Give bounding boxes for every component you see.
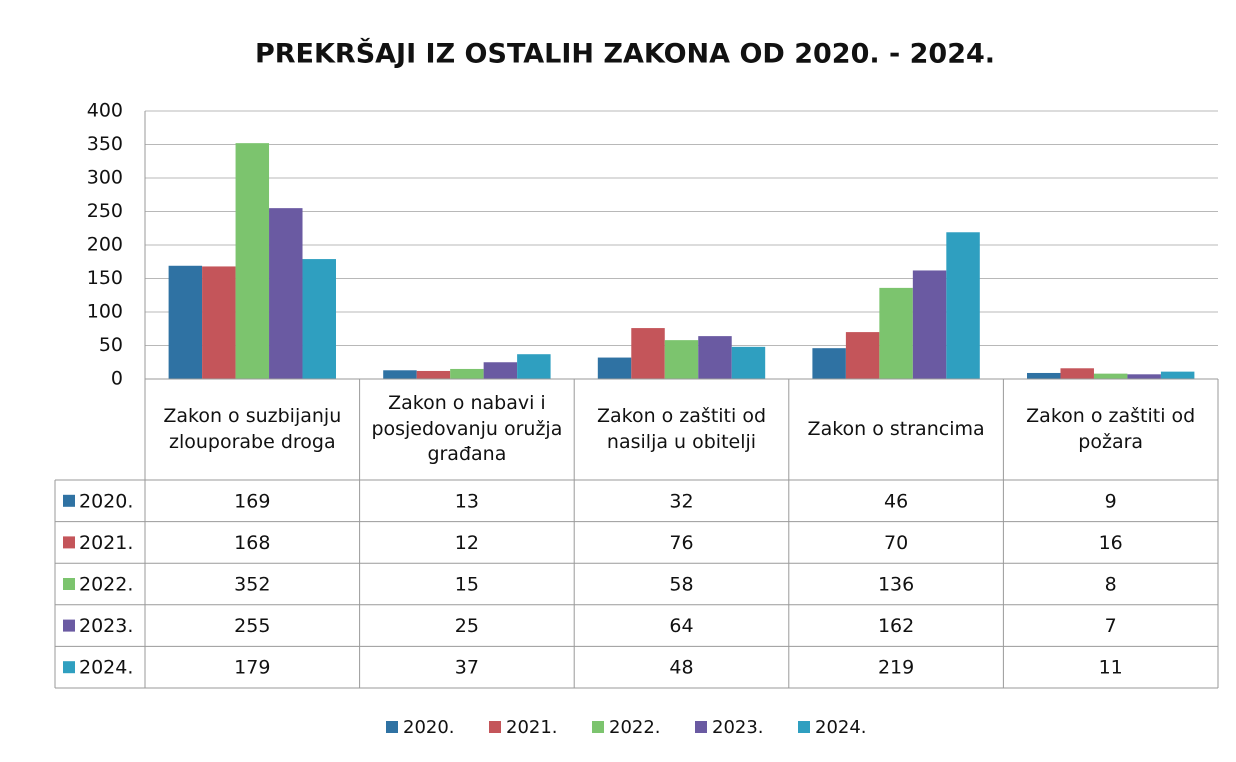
table-value: 25 [455,615,479,637]
series-label: 2023. [79,615,133,637]
bar [517,354,551,379]
series-label: 2020. [79,490,133,512]
legend-key [63,494,75,507]
category-label: Zakon o zaštiti od nasilja u obitelji [596,404,767,453]
bar [1160,371,1195,379]
series-label: 2022. [79,574,133,596]
table-value: 48 [669,657,693,679]
category-label: Zakon o nabavi i posjedovanju oružja gra… [371,392,563,466]
legend-key [489,721,501,733]
bar [845,332,880,379]
bar [168,265,203,379]
table-value: 169 [234,490,270,512]
bar [698,336,732,379]
bar [1093,373,1128,379]
table-value: 168 [234,532,270,554]
table-value: 46 [884,490,908,512]
table-value: 32 [669,490,693,512]
series-label: 2024. [79,657,133,679]
y-tick-label: 300 [87,167,123,189]
legend-key [63,619,75,632]
category-label: Zakon o strancima [807,417,985,440]
bar [1027,372,1061,379]
series-label: 2021. [79,532,133,554]
table-value: 9 [1105,490,1117,512]
table-value: 37 [455,657,479,679]
legend-label: 2024. [815,717,867,738]
table-value: 76 [669,532,693,554]
y-tick-label: 0 [111,368,123,390]
y-tick-label: 350 [87,133,123,155]
bar [946,232,980,379]
bar [812,348,846,379]
table-value: 179 [234,657,270,679]
category-label: Zakon o zaštiti od požara [1026,404,1196,453]
table-value: 15 [455,574,479,596]
bar [383,370,417,379]
y-tick-label: 250 [87,200,123,222]
legend-key [386,721,398,733]
table-value: 16 [1099,532,1123,554]
legend-key [63,578,75,590]
bar [731,346,766,379]
table-value: 58 [669,574,693,596]
bar [235,143,270,379]
bar [664,340,699,379]
table-value: 13 [455,490,479,512]
table-value: 136 [878,574,914,596]
y-tick-label: 400 [87,100,123,122]
bar [1060,368,1094,379]
bar [912,270,947,379]
y-tick-label: 200 [87,234,123,256]
bar [202,266,236,379]
table-value: 11 [1099,657,1123,679]
legend-key [63,661,75,674]
legend-key [63,536,75,549]
bar [302,259,336,379]
legend-label: 2022. [609,717,661,738]
bar [483,362,518,379]
legend-label: 2023. [712,717,764,738]
legend-label: 2021. [506,717,558,738]
category-label: Zakon o suzbijanju zlouporabe droga [163,404,342,453]
table-value: 64 [669,615,693,637]
bar [597,357,632,379]
bar [450,368,484,379]
table-value: 219 [878,657,914,679]
legend-key [798,721,810,733]
bar [1127,374,1161,379]
table-value: 8 [1105,574,1117,596]
table-value: 70 [884,532,908,554]
legend-key [592,721,604,733]
table-value: 7 [1105,615,1117,637]
y-tick-label: 50 [99,334,123,356]
legend-label: 2020. [403,717,455,738]
y-tick-label: 100 [87,301,123,323]
bar [631,328,665,379]
legend-key [695,721,707,733]
bar [879,287,913,379]
chart-title: PREKRŠAJI IZ OSTALIH ZAKONA OD 2020. - 2… [255,38,995,70]
table-value: 352 [234,574,270,596]
y-tick-label: 150 [87,267,123,289]
table-value: 162 [878,615,914,637]
table-value: 12 [455,532,479,554]
table-value: 255 [234,615,270,637]
bar [416,370,451,379]
bar [269,208,303,379]
